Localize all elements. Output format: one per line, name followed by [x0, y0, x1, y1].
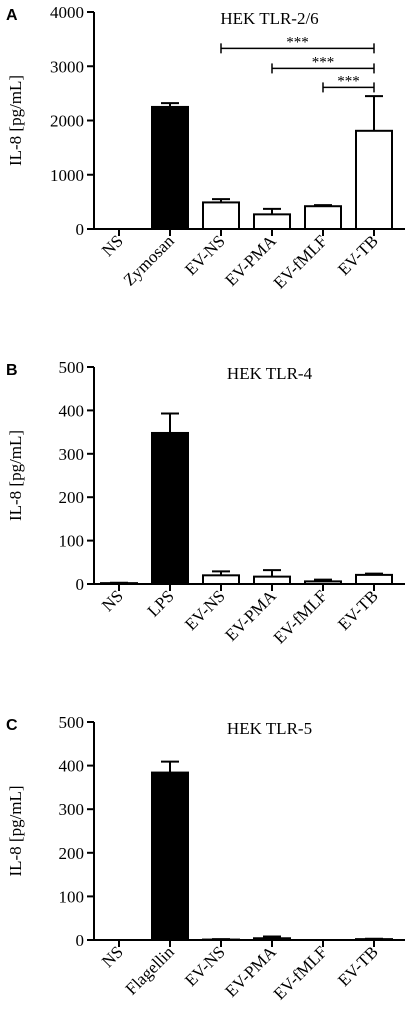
bar-ev-ns [202, 201, 240, 230]
y-tick-label: 300 [59, 445, 85, 464]
x-tick-label: EV-NS [181, 231, 229, 279]
bar-ev-tb [355, 129, 393, 230]
x-tick-label: NS [98, 231, 127, 260]
y-tick-label: 100 [59, 887, 85, 906]
panel-label: C [6, 717, 18, 734]
y-tick-label: 500 [59, 713, 85, 732]
y-tick-label: 500 [59, 358, 85, 377]
x-tick-label: NS [98, 942, 127, 971]
chart-panel-c: C HEK TLR-5 IL-8 [pg/mL] 0 100 200 300 400 500 NS… [6, 713, 405, 1003]
significance-label: *** [312, 54, 335, 70]
y-tick-label: 300 [59, 800, 85, 819]
y-tick-label: 200 [59, 488, 85, 507]
y-tick-label: 200 [59, 844, 85, 863]
significance-label: *** [337, 73, 360, 89]
bar-ev-pma [253, 213, 291, 230]
bar-ev-tb [355, 573, 393, 585]
chart-panel-a: A HEK TLR-2/6 IL-8 [pg/mL] 0 1000 2000 3000 400… [6, 3, 405, 292]
panel-label: A [6, 7, 18, 24]
chart-panel-b: B HEK TLR-4 IL-8 [pg/mL] 0 100 200 300 400 500 NS… [6, 358, 405, 647]
y-axis-label: IL-8 [pg/mL] [6, 785, 25, 876]
bar-zymosan [151, 105, 189, 230]
y-tick-label: 0 [76, 575, 85, 594]
x-tick-label: NS [98, 586, 127, 615]
x-tick-label: EV-TB [334, 586, 382, 634]
bar-ev-ns [202, 574, 240, 586]
x-tick-label: EV-fMLF [270, 231, 331, 292]
y-tick-label: 400 [59, 401, 85, 420]
x-tick-label: EV-fMLF [270, 586, 331, 647]
panel-label: B [6, 362, 18, 379]
x-tick-label: Flagellin [122, 942, 179, 999]
x-tick-label: EV-TB [334, 942, 382, 990]
x-tick-label: EV-NS [181, 586, 229, 634]
bar-ev-fmlf [304, 205, 342, 230]
y-tick-label: 400 [59, 757, 85, 776]
y-tick-label: 0 [76, 220, 85, 239]
x-tick-label: EV-TB [334, 231, 382, 279]
chart-title: HEK TLR-2/6 [220, 9, 318, 28]
bar-ev-pma [253, 575, 291, 586]
x-tick-label: LPS [144, 586, 178, 620]
y-tick-label: 0 [76, 931, 85, 950]
y-axis-label: IL-8 [pg/mL] [6, 430, 25, 521]
y-tick-label: 2000 [50, 112, 84, 131]
chart-title: HEK TLR-5 [227, 719, 312, 738]
y-tick-label: 4000 [50, 3, 84, 22]
x-tick-label: Zymosan [120, 231, 179, 290]
x-tick-label: EV-fMLF [270, 942, 331, 1003]
x-tick-label: EV-NS [181, 942, 229, 990]
y-tick-label: 1000 [50, 166, 84, 185]
significance-label: *** [286, 34, 309, 50]
y-axis-label: IL-8 [pg/mL] [6, 75, 25, 166]
y-tick-label: 100 [59, 532, 85, 551]
chart-title: HEK TLR-4 [227, 364, 313, 383]
bar-lps [151, 431, 189, 585]
y-tick-label: 3000 [50, 57, 84, 76]
bar-flagellin [151, 771, 189, 941]
